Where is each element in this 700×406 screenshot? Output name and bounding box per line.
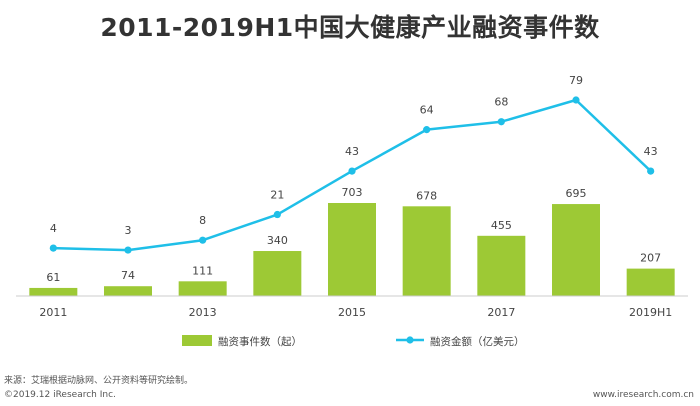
line-point-2019H1 [647, 167, 655, 175]
line-label-2018: 79 [569, 74, 583, 87]
bar-label-2015: 703 [342, 186, 363, 199]
line-label-2011: 4 [50, 222, 57, 235]
bar-2015 [328, 203, 376, 296]
legend: 融资事件数（起） 融资金额（亿美元） [182, 335, 525, 348]
bar-2017 [477, 235, 526, 296]
line-label-2012: 3 [125, 224, 132, 237]
bar-2018 [552, 204, 600, 296]
bar-2012 [104, 286, 152, 296]
x-tick-labels: 2011 2013 2015 2017 2019H1 [39, 306, 672, 319]
chart-title: 2011-2019H1中国大健康产业融资事件数 [100, 13, 600, 42]
legend-line-marker [406, 336, 414, 344]
bar-label-2019H1: 207 [640, 252, 661, 265]
bar-label-2012: 74 [121, 269, 135, 282]
bar-label-2017: 455 [491, 219, 512, 232]
x-tick-2013: 2013 [189, 306, 217, 319]
line-point-2017 [497, 118, 505, 126]
line-label-2016: 64 [420, 104, 434, 117]
line-label-2017: 68 [494, 96, 508, 109]
line-point-2016 [423, 126, 431, 134]
line-point-2015 [348, 167, 356, 175]
bar-series [29, 203, 675, 296]
bar-2014 [253, 251, 302, 296]
legend-bar-swatch [182, 335, 212, 346]
x-tick-2017: 2017 [487, 306, 515, 319]
bar-2019H1 [626, 268, 675, 296]
line-label-2019H1: 43 [644, 145, 658, 158]
x-tick-2011: 2011 [39, 306, 67, 319]
source-note: 来源：艾瑞根据动脉网、公开资料等研究绘制。 [4, 376, 194, 386]
bar-label-2014: 340 [267, 234, 288, 247]
bar-label-2016: 678 [416, 189, 437, 202]
line-point-2018 [572, 96, 580, 104]
bar-2016 [402, 206, 451, 296]
legend-line-label: 融资金额（亿美元） [430, 335, 525, 348]
line-point-2013 [199, 236, 207, 244]
bar-label-2013: 111 [192, 264, 213, 277]
website: www.iresearch.com.cn [592, 390, 694, 400]
bar-2013 [178, 281, 227, 296]
line-point-2014 [273, 210, 281, 219]
x-tick-2019H1: 2019H1 [629, 306, 672, 319]
bar-label-2018: 695 [566, 187, 587, 200]
line-label-2014: 21 [270, 189, 284, 202]
line-point-2012 [124, 246, 132, 254]
line-label-2015: 43 [345, 145, 359, 158]
bar-label-2011: 61 [46, 271, 60, 284]
copyright: ©2019.12 iResearch Inc. [4, 390, 116, 400]
line-point-2011 [49, 244, 57, 252]
bar-2011 [29, 287, 78, 296]
bar-data-labels: 61 74 111 340 703 678 455 695 207 [46, 186, 661, 284]
line-series [49, 96, 655, 254]
x-tick-2015: 2015 [338, 306, 366, 319]
line-label-2013: 8 [199, 214, 206, 227]
legend-bar-label: 融资事件数（起） [218, 335, 302, 348]
